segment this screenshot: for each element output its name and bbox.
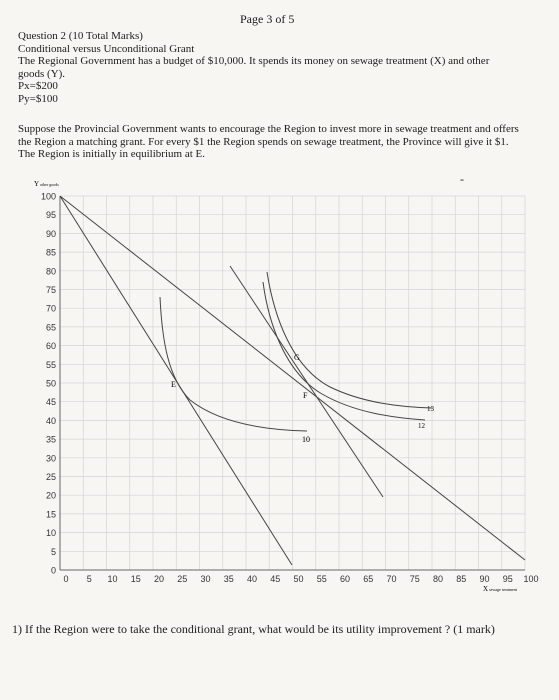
y-tick-label: 10 [46,528,56,538]
x-tick-label: 95 [503,574,513,584]
indifference-curve-10 [159,296,308,432]
stray-mark: - [460,172,464,186]
price-x: Px=$200 [18,80,58,92]
y-tick-label: 90 [46,229,56,239]
y-axis-label: Yother goods [34,180,59,188]
x-tick-label: 15 [131,574,141,584]
y-tick-label: 45 [46,397,56,407]
x-tick-label: 100 [523,574,538,584]
question-body: The Regional Government has a budget of … [18,55,490,80]
ic-13-label: 13 [427,405,435,413]
x-tick-label: 90 [479,574,489,584]
y-tick-label: 95 [46,210,56,220]
y-tick-label: 35 [46,435,56,445]
x-tick-label: 35 [224,574,234,584]
y-tick-label: 5 [51,547,56,557]
point-f-label: F [303,391,308,400]
x-tick-label: 0 [63,574,68,584]
x-tick-label: 70 [386,574,396,584]
x-tick-label: 85 [456,574,466,584]
x-tick-label: 65 [363,574,373,584]
x-tick-label: 80 [433,574,443,584]
y-tick-label: 70 [46,304,56,314]
y-tick-label: 100 [41,192,56,202]
point-g-label: G [294,353,300,362]
x-tick-label: 10 [107,574,117,584]
ic-10-label: 10 [302,435,310,444]
x-tick-label: 20 [154,574,164,584]
question-1: 1) If the Region were to take the condit… [12,622,495,636]
y-tick-label: 80 [46,266,56,276]
price-y: Py=$100 [18,92,58,105]
y-tick-label: 30 [46,453,56,463]
y-tick-label: 20 [46,491,56,501]
y-tick-label: 65 [46,322,56,332]
unconditional-grant-budget-line [229,265,384,498]
y-tick-label: 85 [46,248,56,258]
y-tick-label: 55 [46,360,56,370]
x-tick-label: 25 [177,574,187,584]
x-tick-label: 45 [270,574,280,584]
y-tick-label: 50 [46,379,56,389]
y-tick-label: 0 [51,566,56,576]
x-axis-label: Xsewage treatment [483,585,518,593]
y-tick-label: 25 [46,472,56,482]
x-tick-label: 50 [293,574,303,584]
y-tick-labels: 1009590858075706560555045403530252015105… [41,192,56,576]
y-tick-label: 15 [46,509,56,519]
indifference-curve-12 [262,281,426,421]
x-tick-label: 30 [200,574,210,584]
grid-lines [60,195,526,570]
scenario-paragraph: Suppose the Provincial Government wants … [18,123,519,160]
x-tick-labels: 0 5 10 15 20 25 30 35 40 45 50 55 60 65 70 75 80 85 90 95 10… [63,574,538,584]
x-tick-label: 40 [247,574,257,584]
indifference-graph: 1009590858075706560555045403530252015105… [34,180,539,593]
y-tick-label: 40 [46,416,56,426]
y-tick-label: 75 [46,285,56,295]
indifference-curve-13 [266,271,433,409]
page-number: Page 3 of 5 [240,12,295,26]
matching-grant-budget-line [59,195,526,561]
x-tick-label: 60 [340,574,350,584]
question-header: Question 2 (10 Total Marks) Conditional … [18,30,518,105]
y-tick-label: 60 [46,341,56,351]
question-title: Question 2 (10 Total Marks) [18,30,143,42]
x-tick-label: 55 [317,574,327,584]
point-e-label: E [171,380,176,389]
x-tick-label: 5 [87,574,92,584]
x-tick-label: 75 [410,574,420,584]
question-subtitle: Conditional versus Unconditional Grant [18,42,195,55]
ic-12-label: 12 [418,422,426,430]
